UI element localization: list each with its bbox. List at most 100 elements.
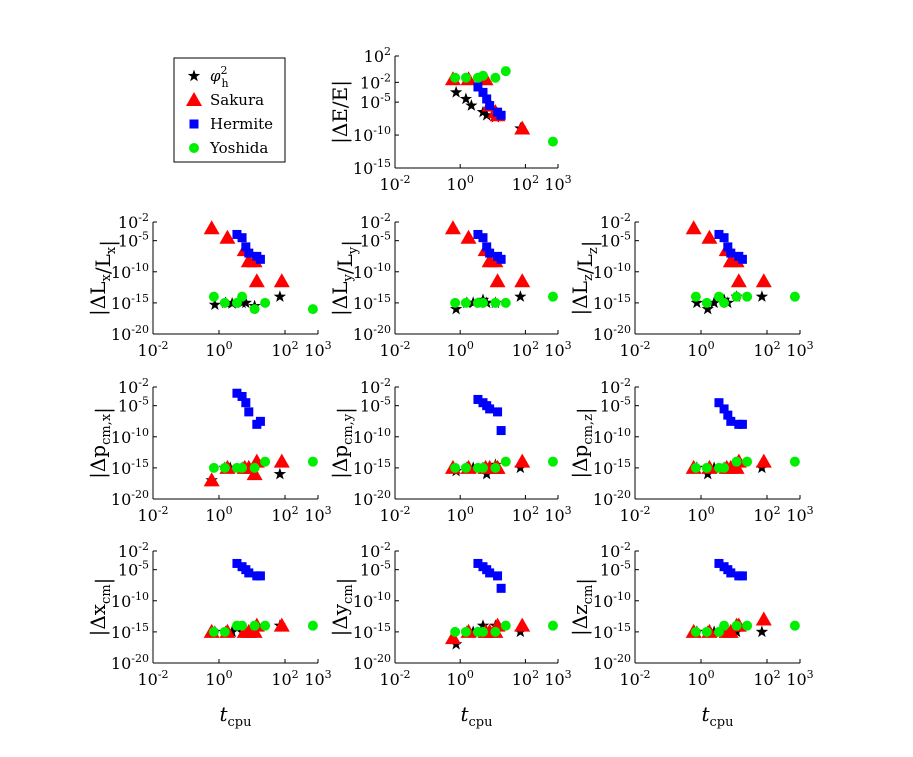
data-point-square [485,404,495,414]
data-point-square [726,248,736,258]
y-tick-label: 10-20 [593,652,631,673]
data-point-square [485,568,495,578]
y-tick-label: 10-20 [593,488,631,509]
data-point-square [244,248,254,258]
data-point-circle [490,72,501,83]
data-point-circle [260,297,271,308]
x-tick-label: 100 [687,339,714,360]
data-point-square [714,558,724,568]
data-point-square [496,110,506,120]
y-tick-label: 10-15 [593,457,631,478]
data-point-circle [789,456,800,467]
y-tick-label: 10-15 [111,621,149,642]
data-point-circle [490,462,501,473]
data-point-circle [742,291,753,302]
data-point-square [723,242,733,252]
x-tick-label: 100 [447,668,474,689]
panel-9: 10-2 100 102 10310-210-510-1010-1510-20|Δyc… [328,540,572,730]
y-tick-label: 10-20 [111,488,149,509]
data-point-star [476,619,490,631]
data-point-triangle [203,472,220,487]
legend-marker-triangle [186,92,202,106]
data-point-square [237,233,247,243]
y-tick-label: 10-15 [593,621,631,642]
data-point-circle [690,626,701,637]
data-point-square [737,571,747,581]
data-point-square [255,254,265,264]
panel-5: 10-2 100 102 10310-210-510-1010-1510-20|Δpc… [86,376,332,525]
data-point-circle [719,620,730,631]
y-tick-label: 10-5 [600,395,631,416]
data-point-circle [460,297,471,308]
x-tick-label: 10-2 [379,504,410,525]
data-point-star [273,467,287,480]
data-point-square [232,388,242,398]
x-axis-label: tcpu [460,702,492,730]
data-point-circle [690,462,701,473]
data-point-square [244,407,254,417]
y-tick-label: 10-5 [360,230,391,251]
y-tick-label: 10-2 [118,540,149,561]
data-point-star [226,625,239,638]
y-axis-label: |Δzcm| [568,578,598,636]
x-tick-label: 102 [512,173,539,194]
data-point-circle [789,291,800,302]
data-point-triangle [489,273,506,288]
x-tick-label: 10-2 [619,339,650,360]
data-point-circle [249,620,260,631]
data-point-square [232,558,242,568]
data-point-triangle [246,466,263,481]
data-point-square [719,233,729,243]
legend-entry: Sakura [210,91,264,109]
y-axis-label: |Δycm| [328,578,358,637]
data-point-square [496,426,506,436]
data-point-triangle [755,453,772,468]
y-axis-label: |ΔLz/Lz| [568,241,603,316]
data-point-circle [477,297,488,308]
data-point-circle [719,462,730,473]
data-point-square [478,233,488,243]
data-point-triangle [730,273,747,288]
y-tick-label: 10-10 [111,426,149,447]
x-tick-label: 100 [687,668,714,689]
data-point-square [493,571,503,581]
data-point-circle [477,70,488,81]
data-point-triangle [514,120,531,135]
y-axis-label: |ΔLx/Lx| [86,240,121,316]
data-point-circle [500,66,511,77]
y-tick-label: 10-10 [593,590,631,611]
x-tick-label: 102 [512,668,539,689]
data-point-circle [731,291,742,302]
y-tick-label: 10-5 [118,559,149,580]
x-tick-label: 10-2 [379,173,410,194]
x-tick-label: 103 [304,504,331,525]
data-point-star [708,296,721,309]
data-point-star [459,92,473,105]
data-point-triangle [203,220,220,235]
x-tick-label: 10-2 [619,504,650,525]
data-point-square [241,242,251,252]
panel-7: 10-2 100 102 10310-210-510-1010-1510-20|Δpc… [568,376,814,525]
data-point-star [514,290,527,302]
x-tick-label: 103 [786,504,813,525]
y-axis-label: |Δpcm,z| [568,407,598,478]
data-point-triangle [755,611,772,626]
data-point-circle [237,291,248,302]
data-point-star [755,625,769,638]
data-point-circle [450,72,461,83]
data-point-triangle [273,273,290,288]
x-tick-label: 103 [304,339,331,360]
data-point-circle [547,291,558,302]
data-point-circle [307,620,318,631]
y-tick-label: 10-15 [353,157,391,178]
x-tick-label: 102 [753,504,780,525]
y-tick-label: 10-2 [600,540,631,561]
panel-8: 10-2 100 102 10310-210-510-1010-1510-20|Δxc… [86,540,332,730]
y-tick-label: 10-10 [353,261,391,282]
data-point-circle [701,462,712,473]
x-axis-label: tcpu [701,702,733,730]
data-point-triangle [444,630,461,645]
y-tick-label: 10-2 [360,376,391,397]
